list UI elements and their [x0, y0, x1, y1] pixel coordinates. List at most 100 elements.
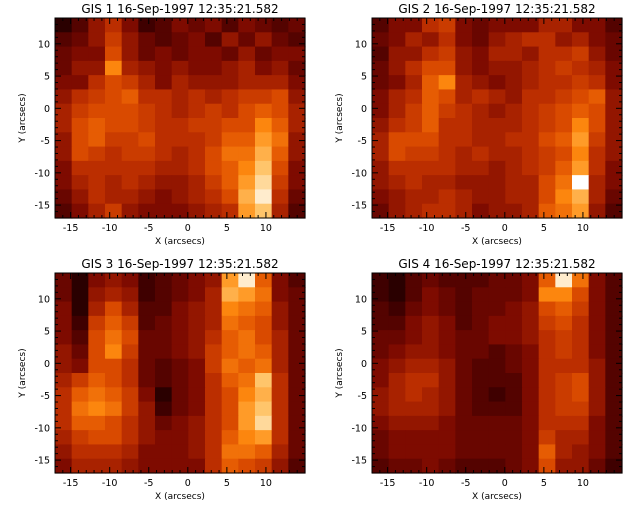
image-pixel — [255, 415, 273, 431]
image-pixel — [372, 103, 390, 119]
image-pixel — [138, 89, 156, 105]
image-pixel — [438, 344, 456, 360]
image-pixel — [455, 430, 473, 446]
image-pixel — [221, 203, 239, 219]
image-pixel — [588, 315, 606, 331]
image-pixel — [538, 203, 556, 219]
image-pixel — [488, 160, 506, 176]
image-pixel — [271, 175, 289, 191]
image-pixel — [588, 18, 606, 33]
image-pixel — [438, 18, 456, 33]
image-pixel — [255, 160, 273, 176]
image-pixel — [121, 46, 139, 62]
image-pixel — [238, 60, 256, 76]
image-pixel — [488, 75, 506, 91]
image-pixel — [288, 189, 306, 205]
image-pixel — [171, 189, 189, 205]
image-pixel — [105, 32, 123, 48]
image-pixel — [88, 330, 106, 346]
image-pixel — [505, 373, 523, 388]
intensity-image — [55, 273, 306, 474]
image-pixel — [221, 160, 239, 176]
image-pixel — [372, 401, 390, 417]
image-pixel — [155, 203, 173, 219]
image-pixel — [505, 415, 523, 431]
image-pixel — [288, 344, 306, 360]
image-pixel — [171, 46, 189, 62]
image-pixel — [288, 75, 306, 91]
image-pixel — [138, 75, 156, 91]
image-pixel — [221, 46, 239, 62]
image-pixel — [372, 32, 390, 48]
image-pixel — [205, 344, 223, 360]
image-pixel — [422, 175, 440, 191]
image-pixel — [605, 301, 623, 317]
image-pixel — [405, 118, 423, 133]
y-tick-label: 10 — [355, 39, 367, 50]
image-pixel — [205, 330, 223, 346]
image-pixel — [71, 430, 89, 446]
image-pixel — [388, 189, 406, 205]
image-pixel — [205, 430, 223, 446]
image-pixel — [221, 358, 239, 374]
image-pixel — [438, 315, 456, 331]
image-pixel — [372, 358, 390, 374]
image-pixel — [488, 401, 506, 417]
x-axis-label: X (arcsecs) — [472, 492, 522, 502]
x-tick-label: 10 — [577, 223, 589, 234]
image-pixel — [472, 458, 490, 474]
image-pixel — [438, 358, 456, 374]
image-pixel — [405, 132, 423, 148]
image-pixel — [505, 458, 523, 474]
image-pixel — [538, 32, 556, 48]
image-pixel — [572, 387, 590, 403]
image-pixel — [472, 103, 490, 119]
image-pixel — [188, 330, 206, 346]
image-pixel — [422, 46, 440, 62]
image-pixel — [472, 273, 490, 288]
image-pixel — [205, 60, 223, 76]
image-pixel — [538, 415, 556, 431]
image-pixel — [405, 18, 423, 33]
image-pixel — [155, 373, 173, 388]
image-pixel — [555, 401, 573, 417]
image-pixel — [105, 132, 123, 148]
image-pixel — [438, 387, 456, 403]
image-pixel — [372, 287, 390, 303]
panel-4: -15 -10 -5 0 5 10 -15 -10 -5 0 5 10 GIS 4 16-Sep-199… — [335, 257, 623, 502]
image-pixel — [71, 160, 89, 176]
image-pixel — [238, 189, 256, 205]
image-pixel — [88, 189, 106, 205]
image-pixel — [572, 189, 590, 205]
image-pixel — [522, 60, 540, 76]
image-pixel — [155, 301, 173, 317]
image-pixel — [55, 387, 73, 403]
y-tick-label: -15 — [351, 456, 367, 467]
image-pixel — [221, 401, 239, 417]
image-pixel — [588, 189, 606, 205]
image-pixel — [455, 273, 473, 288]
image-pixel — [588, 373, 606, 388]
panel-title: GIS 3 16-Sep-1997 12:35:21.582 — [81, 257, 278, 271]
image-pixel — [188, 60, 206, 76]
image-pixel — [588, 358, 606, 374]
image-pixel — [138, 458, 156, 474]
image-pixel — [372, 160, 390, 176]
image-pixel — [438, 60, 456, 76]
image-pixel — [205, 18, 223, 33]
image-pixel — [188, 160, 206, 176]
image-pixel — [255, 358, 273, 374]
image-pixel — [121, 301, 139, 317]
image-pixel — [121, 118, 139, 133]
image-pixel — [205, 118, 223, 133]
image-pixel — [205, 401, 223, 417]
image-pixel — [555, 301, 573, 317]
image-pixel — [171, 315, 189, 331]
image-pixel — [605, 60, 623, 76]
image-pixel — [238, 330, 256, 346]
image-pixel — [171, 373, 189, 388]
image-pixel — [388, 203, 406, 219]
image-pixel — [388, 444, 406, 460]
image-pixel — [105, 287, 123, 303]
x-tick-label: 0 — [185, 478, 191, 489]
